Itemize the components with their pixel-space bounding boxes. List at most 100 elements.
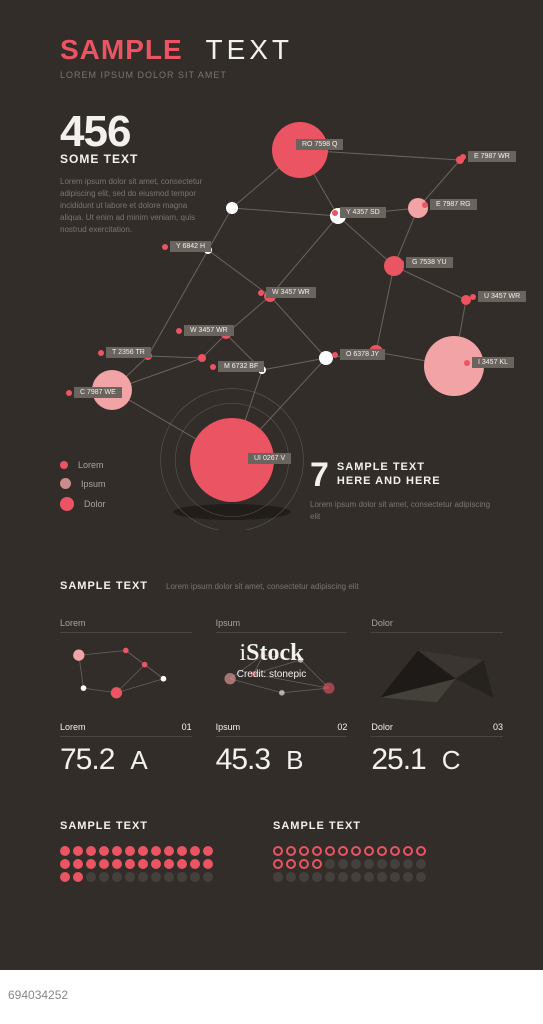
node-label: G 7538 YU <box>398 257 453 268</box>
dot <box>351 872 361 882</box>
dot <box>286 872 296 882</box>
dot <box>190 859 200 869</box>
node-label: W 3457 WR <box>176 325 234 336</box>
dot <box>377 846 387 856</box>
dot <box>164 872 174 882</box>
legend: LoremIpsumDolor <box>60 460 106 519</box>
stat-label: Ipsum <box>216 722 241 732</box>
dot <box>312 846 322 856</box>
dot <box>86 859 96 869</box>
callout-body: Lorem ipsum dolor sit amet, consectetur … <box>310 499 500 523</box>
dot <box>86 846 96 856</box>
page-title: SAMPLE TEXT <box>60 34 293 66</box>
dot <box>60 846 70 856</box>
legend-item: Ipsum <box>60 478 106 489</box>
dotgrid-heading: SAMPLE TEXT <box>60 820 213 832</box>
dot <box>403 859 413 869</box>
dot <box>112 872 122 882</box>
callout: 7 SAMPLE TEXT HERE AND HERE Lorem ipsum … <box>310 460 500 523</box>
callout-title-2: HERE AND HERE <box>337 474 441 488</box>
dot <box>138 872 148 882</box>
dotgrid-block: SAMPLE TEXT <box>273 820 426 882</box>
dot <box>338 846 348 856</box>
dot <box>60 872 70 882</box>
dot <box>86 872 96 882</box>
dot <box>416 872 426 882</box>
header: SAMPLE TEXT LOREM IPSUM DOLOR SIT AMET <box>60 34 293 80</box>
stat-index: 01 <box>182 722 192 732</box>
dot <box>177 872 187 882</box>
dot <box>190 872 200 882</box>
node-label: C 7987 WE <box>66 387 122 398</box>
dot <box>299 859 309 869</box>
stat-value: 25.1 <box>371 743 425 777</box>
thumb-label: Lorem <box>60 618 192 633</box>
dotgrid <box>60 846 213 882</box>
node-label: Y 4357 SD <box>332 207 386 218</box>
dot <box>390 872 400 882</box>
stat-col: Ipsum0245.3B <box>216 722 348 777</box>
stat-letter: C <box>442 745 461 776</box>
dot <box>377 872 387 882</box>
dot <box>99 872 109 882</box>
title-accent: SAMPLE <box>60 34 183 65</box>
dot <box>351 859 361 869</box>
stats-row: Lorem0175.2AIpsum0245.3BDolor0325.1C <box>60 722 503 777</box>
dotgrid-section: SAMPLE TEXT SAMPLE TEXT <box>60 820 503 882</box>
stat-value: 45.3 <box>216 743 270 777</box>
dot <box>203 859 213 869</box>
node-label: Y 6842 H <box>162 241 211 252</box>
thumbnail-col: Dolor <box>371 618 503 707</box>
dot <box>177 859 187 869</box>
dot <box>403 872 413 882</box>
node-label: E 7987 WR <box>460 151 516 162</box>
dot <box>416 846 426 856</box>
section2-desc: Lorem ipsum dolor sit amet, consectetur … <box>166 582 359 591</box>
stat-col: Dolor0325.1C <box>371 722 503 777</box>
dotgrid <box>273 846 426 882</box>
dot <box>338 859 348 869</box>
stat-index: 03 <box>493 722 503 732</box>
dot <box>99 859 109 869</box>
node-label: U 3457 WR <box>470 291 526 302</box>
dot <box>286 859 296 869</box>
dot <box>73 846 83 856</box>
dot <box>138 846 148 856</box>
dotgrid-heading: SAMPLE TEXT <box>273 820 426 832</box>
node-label: I 3457 KL <box>464 357 514 368</box>
dot <box>299 872 309 882</box>
dot <box>377 859 387 869</box>
thumbnail-col: Lorem <box>60 618 192 707</box>
dot <box>338 872 348 882</box>
dot <box>73 872 83 882</box>
node-label: E 7987 RG <box>422 199 477 210</box>
dot <box>151 846 161 856</box>
dot <box>73 859 83 869</box>
dot <box>364 872 374 882</box>
dot <box>416 859 426 869</box>
dot <box>273 846 283 856</box>
dot <box>125 846 135 856</box>
stat-letter: B <box>286 745 303 776</box>
dot <box>203 846 213 856</box>
section-thumbnails: SAMPLE TEXT Lorem ipsum dolor sit amet, … <box>60 580 503 592</box>
dot <box>125 872 135 882</box>
node-label: M 6732 BF <box>210 361 264 372</box>
dot <box>99 846 109 856</box>
dot <box>164 859 174 869</box>
dot <box>151 859 161 869</box>
node-label: T 2356 TR <box>98 347 151 358</box>
dot <box>125 859 135 869</box>
dot <box>112 859 122 869</box>
thumbnail-row: LoremIpsumDolor <box>60 618 503 707</box>
legend-item: Lorem <box>60 460 106 470</box>
node-label: RO 7598 Q <box>288 139 343 150</box>
dot <box>390 846 400 856</box>
infographic-canvas: SAMPLE TEXT LOREM IPSUM DOLOR SIT AMET 4… <box>0 0 543 970</box>
dotgrid-block: SAMPLE TEXT <box>60 820 213 882</box>
dot <box>177 846 187 856</box>
page-subtitle: LOREM IPSUM DOLOR SIT AMET <box>60 70 293 80</box>
dot <box>60 859 70 869</box>
callout-title-1: SAMPLE TEXT <box>337 460 441 474</box>
dot <box>364 846 374 856</box>
